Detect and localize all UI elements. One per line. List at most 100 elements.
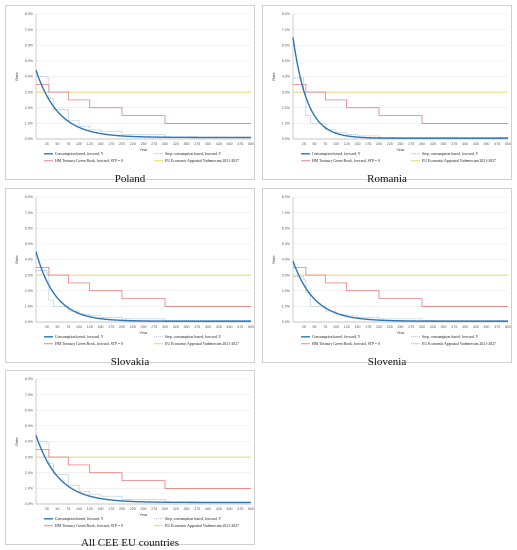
x-tick-label: 225: [130, 142, 136, 146]
x-tick-label: 25: [302, 142, 306, 146]
y-tick-label: 3.0%: [25, 455, 34, 459]
x-tick-label: 275: [151, 142, 157, 146]
y-tick-label: 2.0%: [282, 106, 291, 110]
y-tick-label: 5.0%: [282, 242, 291, 246]
y-axis-label: Rate: [14, 72, 19, 81]
series-consumption-curve: [292, 260, 508, 322]
y-axis-label: Rate: [14, 255, 19, 264]
y-tick-label: 7.0%: [25, 28, 34, 32]
y-tick-label: 3.0%: [25, 90, 34, 94]
x-tick-label: 500: [505, 325, 511, 329]
legend-consumption: Consumption based, forward, Y: [312, 152, 361, 157]
x-tick-label: 400: [462, 325, 468, 329]
y-tick-label: 1.0%: [25, 122, 34, 126]
x-tick-label: 175: [365, 142, 371, 146]
x-tick-label: 100: [333, 142, 339, 146]
y-tick-label: 8.0%: [25, 12, 34, 16]
x-tick-label: 400: [462, 142, 468, 146]
country-label-romania: Romania: [367, 173, 407, 185]
x-tick-label: 475: [237, 325, 243, 329]
y-tick-label: 6.0%: [25, 226, 34, 230]
chart-svg: 0.0% 1.0% 2.0% 3.0% 4.0% 5.0% 6.0% 7.0% 8.0% 25 50…: [14, 195, 254, 347]
x-tick-label: 75: [323, 325, 327, 329]
x-tick-label: 375: [194, 142, 200, 146]
series-step-consumption: [36, 76, 251, 138]
y-tick-label: 0.0%: [25, 137, 34, 141]
y-tick-label: 0.0%: [25, 502, 34, 506]
x-axis-label: Year: [139, 147, 148, 152]
series-step-consumption: [36, 441, 251, 503]
x-tick-label: 125: [344, 142, 350, 146]
x-tick-label: 175: [108, 142, 114, 146]
x-tick-label: 300: [162, 325, 168, 329]
y-tick-label: 7.0%: [25, 393, 34, 397]
x-tick-label: 425: [216, 142, 222, 146]
x-axis-label: Year: [139, 330, 148, 335]
x-tick-label: 125: [344, 325, 350, 329]
y-axis-label: Rate: [271, 255, 276, 264]
x-tick-label: 425: [473, 142, 479, 146]
y-axis-label: Rate: [271, 72, 276, 81]
series-hm-treasury: [293, 83, 508, 124]
legend-consumption: Consumption based, forward, Y: [55, 152, 104, 157]
x-tick-label: 475: [237, 507, 243, 511]
x-tick-label: 325: [173, 325, 179, 329]
y-tick-label: 3.0%: [25, 273, 34, 277]
series-step-consumption: [293, 77, 509, 139]
x-tick-label: 25: [45, 507, 49, 511]
y-tick-label: 6.0%: [25, 43, 34, 47]
y-tick-label: 4.0%: [282, 258, 291, 262]
x-tick-label: 200: [376, 142, 382, 146]
x-tick-label: 50: [56, 142, 60, 146]
y-tick-label: 6.0%: [25, 408, 34, 412]
y-tick-label: 6.0%: [282, 43, 291, 47]
y-tick-label: 1.0%: [25, 305, 34, 309]
legend-eu-vademecum: EU Economic Appraisal Vademecum 2021-202…: [422, 159, 496, 163]
chart-panel-poland: 0.0% 1.0% 2.0% 3.0% 4.0% 5.0% 6.0% 7.0% 8.0% 25 50…: [5, 5, 255, 180]
x-tick-label: 375: [194, 325, 200, 329]
y-tick-label: 4.0%: [25, 258, 34, 262]
x-tick-label: 450: [227, 142, 233, 146]
chart-panel-all-cee: 0.0% 1.0% 2.0% 3.0% 4.0% 5.0% 6.0% 7.0% 8.0% 25 50…: [5, 370, 255, 545]
x-tick-label: 75: [66, 142, 70, 146]
y-tick-label: 2.0%: [25, 106, 34, 110]
x-tick-label: 450: [484, 142, 490, 146]
x-tick-label: 325: [430, 325, 436, 329]
x-tick-label: 350: [184, 325, 190, 329]
x-tick-label: 250: [398, 325, 404, 329]
y-tick-label: 8.0%: [282, 195, 291, 199]
y-tick-label: 3.0%: [282, 90, 291, 94]
chart-panel-slovakia: 0.0% 1.0% 2.0% 3.0% 4.0% 5.0% 6.0% 7.0% 8.0% 25 50…: [5, 188, 255, 363]
legend-eu-vademecum: EU Economic Appraisal Vademecum 2021-202…: [165, 342, 239, 346]
x-tick-label: 400: [205, 325, 211, 329]
x-tick-label: 25: [45, 142, 49, 146]
y-tick-label: 2.0%: [282, 289, 291, 293]
y-tick-label: 7.0%: [282, 28, 291, 32]
y-tick-label: 0.0%: [25, 320, 34, 324]
x-tick-label: 225: [387, 325, 393, 329]
y-tick-label: 6.0%: [282, 226, 291, 230]
series-consumption-curve: [35, 70, 251, 139]
x-tick-label: 475: [494, 325, 500, 329]
x-tick-label: 225: [130, 325, 136, 329]
x-tick-label: 100: [76, 507, 82, 511]
x-tick-label: 175: [108, 325, 114, 329]
series-step-consumption: [293, 276, 509, 322]
x-tick-label: 500: [248, 507, 254, 511]
x-tick-label: 500: [248, 142, 254, 146]
chart-svg: 0.0% 1.0% 2.0% 3.0% 4.0% 5.0% 6.0% 7.0% 8.0% 25 50…: [14, 377, 254, 529]
x-tick-label: 225: [130, 507, 136, 511]
legend-hm-treasury: HM Treasury Green Book, forward, STP = 0: [55, 342, 123, 347]
y-tick-label: 5.0%: [25, 242, 34, 246]
y-tick-label: 4.0%: [282, 75, 291, 79]
y-tick-label: 8.0%: [282, 12, 291, 16]
series-hm-treasury: [36, 266, 251, 307]
x-tick-label: 75: [323, 142, 327, 146]
x-tick-label: 250: [398, 142, 404, 146]
x-tick-label: 50: [56, 325, 60, 329]
x-tick-label: 400: [205, 142, 211, 146]
x-tick-label: 200: [376, 325, 382, 329]
country-label-all-cee: All CEE EU countries: [80, 537, 180, 549]
legend-eu-vademecum: EU Economic Appraisal Vademecum 2021-202…: [422, 342, 496, 346]
legend-step-consumption: Step, consumption based, forward, Y: [165, 517, 222, 522]
